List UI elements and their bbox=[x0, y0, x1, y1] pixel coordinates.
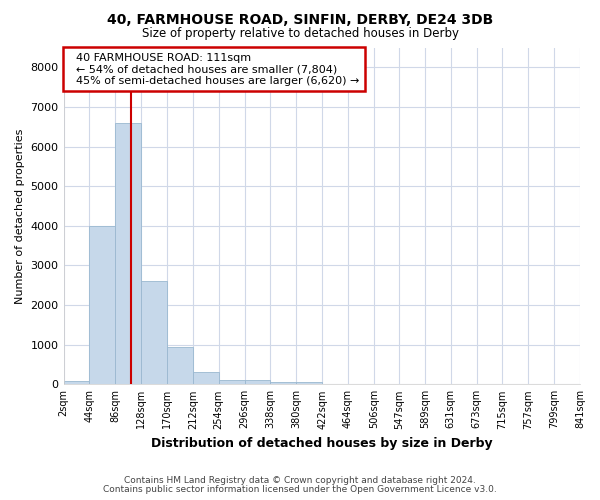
Bar bbox=[296, 382, 322, 384]
Bar bbox=[141, 282, 167, 385]
Text: 40 FARMHOUSE ROAD: 111sqm
  ← 54% of detached houses are smaller (7,804)
  45% o: 40 FARMHOUSE ROAD: 111sqm ← 54% of detac… bbox=[69, 52, 359, 86]
Text: Contains public sector information licensed under the Open Government Licence v3: Contains public sector information licen… bbox=[103, 485, 497, 494]
Text: 40, FARMHOUSE ROAD, SINFIN, DERBY, DE24 3DB: 40, FARMHOUSE ROAD, SINFIN, DERBY, DE24 … bbox=[107, 12, 493, 26]
Bar bbox=[245, 380, 271, 384]
Bar bbox=[115, 123, 141, 384]
Y-axis label: Number of detached properties: Number of detached properties bbox=[15, 128, 25, 304]
Bar bbox=[193, 372, 218, 384]
X-axis label: Distribution of detached houses by size in Derby: Distribution of detached houses by size … bbox=[151, 437, 493, 450]
Text: Size of property relative to detached houses in Derby: Size of property relative to detached ho… bbox=[142, 28, 458, 40]
Bar bbox=[89, 226, 115, 384]
Bar bbox=[64, 381, 89, 384]
Bar bbox=[271, 382, 296, 384]
Bar bbox=[167, 346, 193, 385]
Text: Contains HM Land Registry data © Crown copyright and database right 2024.: Contains HM Land Registry data © Crown c… bbox=[124, 476, 476, 485]
Bar bbox=[218, 380, 245, 384]
